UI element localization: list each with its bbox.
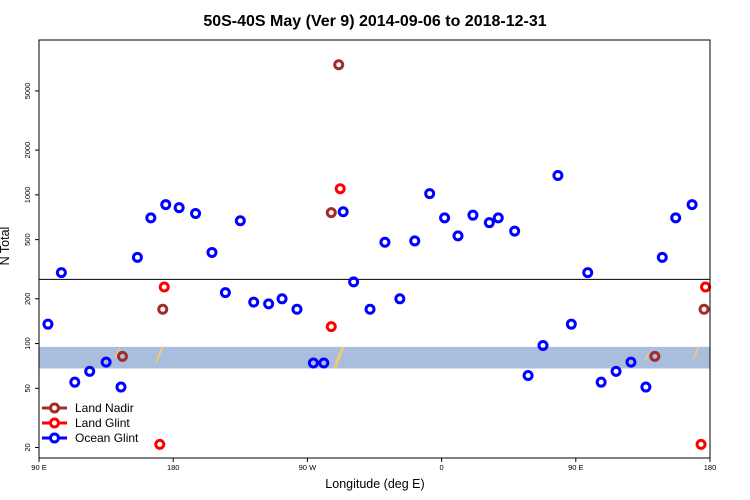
ocean-glint-point: [565, 318, 577, 330]
x-axis-title: Longitude (deg E): [325, 477, 424, 491]
x-tick-label: 180: [704, 463, 717, 472]
ocean-glint-point: [610, 365, 622, 377]
ocean-glint-point: [656, 251, 668, 263]
ocean-glint-point: [348, 276, 360, 288]
ocean-glint-point: [452, 230, 464, 242]
ocean-glint-point: [379, 236, 391, 248]
land-strips-layer: [114, 346, 700, 369]
land-glint-point: [695, 438, 707, 450]
chart-title: 50S-40S May (Ver 9) 2014-09-06 to 2018-1…: [203, 13, 546, 30]
x-tick-label: 0: [440, 463, 444, 472]
land-glint-point: [334, 183, 346, 195]
ocean-glint-point: [206, 246, 218, 258]
legend-label-land-nadir: Land Nadir: [75, 401, 134, 415]
land-strip: [644, 353, 649, 363]
ocean-glint-point: [409, 235, 421, 247]
land-nadir-point: [333, 59, 345, 71]
land-strip: [155, 346, 164, 363]
ocean-glint-point: [219, 287, 231, 299]
y-tick-label: 100: [23, 337, 32, 350]
ocean-glint-point: [291, 303, 303, 315]
ocean-glint-point: [483, 217, 495, 229]
ocean-glint-point: [640, 381, 652, 393]
y-tick-label: 50: [23, 384, 32, 392]
ocean-glint-point: [337, 206, 349, 218]
y-tick-label: 200: [23, 293, 32, 306]
y-tick-label: 5000: [23, 83, 32, 100]
plot-frame-layer: [38, 39, 711, 459]
ocean-glint-point: [100, 356, 112, 368]
land-nadir-point: [698, 303, 710, 315]
land-nadir-point: [325, 207, 337, 219]
ocean-glint-point: [69, 376, 81, 388]
land-nadir-point: [117, 350, 129, 362]
ocean-glint-point: [190, 207, 202, 219]
land-glint-point: [325, 321, 337, 333]
legend-swatch-marker-land-nadir: [49, 402, 60, 414]
ocean-glint-point: [424, 188, 436, 200]
ocean-glint-point: [84, 365, 96, 377]
ocean-glint-point: [42, 318, 54, 330]
ocean-glint-point: [439, 212, 451, 224]
ocean-glint-point: [364, 303, 376, 315]
x-tick-label: 90 E: [31, 463, 46, 472]
land-glint-point: [700, 281, 712, 293]
ocean-glint-point: [160, 199, 172, 211]
ocean-glint-point: [467, 209, 479, 221]
land-strip: [114, 348, 120, 358]
ocean-glint-point: [492, 212, 504, 224]
land-strip: [692, 346, 700, 360]
ocean-glint-point: [582, 267, 594, 279]
y-axis-title: N Total: [0, 227, 12, 266]
y-axis: 20 50 100 200 500 1000 2000 5000: [23, 83, 39, 452]
ocean-glint-point: [537, 340, 549, 352]
land-nadir-point: [649, 350, 661, 362]
land-glint-point: [158, 281, 170, 293]
land-strip: [545, 361, 551, 365]
ocean-glint-point: [522, 369, 534, 381]
x-tick-label: 90 E: [568, 463, 583, 472]
ocean-glint-point: [115, 381, 127, 393]
ocean-glint-point: [131, 251, 143, 263]
legend-label-ocean-glint: Ocean Glint: [75, 431, 139, 445]
y-tick-label: 1000: [23, 187, 32, 204]
land-glint-point: [154, 438, 166, 450]
ocean-glint-point: [318, 357, 330, 369]
y-tick-label: 20: [23, 443, 32, 451]
ocean-glint-point: [625, 356, 637, 368]
x-tick-label: 90 W: [299, 463, 317, 472]
legend-swatch-marker-ocean-glint: [49, 432, 60, 444]
ocean-glint-point: [55, 267, 67, 279]
ocean-glint-point: [686, 199, 698, 211]
shaded-band: [39, 346, 710, 369]
y-tick-label: 2000: [23, 142, 32, 159]
ocean-glint-point: [173, 202, 185, 214]
ocean-glint-point: [670, 212, 682, 224]
ocean-glint-point: [307, 357, 319, 369]
plot-frame: [38, 39, 711, 459]
legend-swatch-marker-land-glint: [49, 417, 60, 429]
legend-label-land-glint: Land Glint: [75, 416, 130, 430]
land-nadir-point: [157, 303, 169, 315]
ocean-glint-point: [552, 169, 564, 181]
ocean-glint-point: [234, 215, 246, 227]
ocean-glint-point: [595, 376, 607, 388]
ocean-glint-point: [509, 225, 521, 237]
ocean-glint-point: [145, 212, 157, 224]
ocean-glint-point: [276, 293, 288, 305]
x-axis: 90 E 180 90 W 0 90 E 180: [31, 458, 716, 472]
ocean-glint-point: [394, 293, 406, 305]
ocean-glint-point: [248, 296, 260, 308]
land-strip: [333, 346, 345, 369]
ocean-glint-point: [263, 298, 275, 310]
data-points-layer: [42, 59, 712, 450]
band-layer: [39, 346, 710, 369]
x-tick-label: 180: [167, 463, 180, 472]
y-tick-label: 500: [23, 233, 32, 246]
land-strip: [390, 361, 396, 365]
